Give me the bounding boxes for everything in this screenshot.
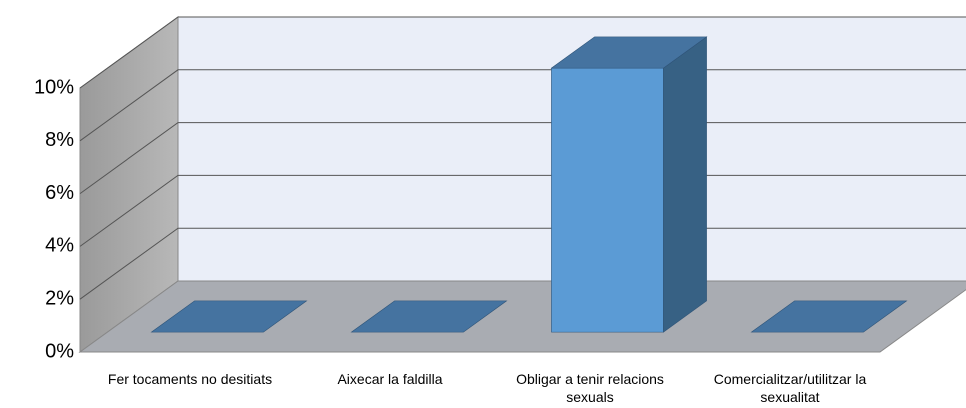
- bar-top: [350, 300, 508, 333]
- bar-top: [150, 300, 308, 333]
- bar-top: [750, 300, 908, 333]
- y-tick-label: 6%: [45, 182, 74, 204]
- grid-line: [79, 69, 966, 142]
- y-tick-label: 0%: [45, 340, 74, 362]
- grid-line: [79, 174, 966, 247]
- floor: [78, 280, 966, 353]
- x-tick-label: Obligar a tenir relacions sexuals: [516, 371, 664, 405]
- x-tick-label: Aixecar la faldilla: [337, 371, 443, 387]
- y-tick-label: 4%: [45, 235, 74, 257]
- x-tick-label: Comercialitzar/utilitzar la sexualitat: [713, 371, 867, 405]
- bar: [350, 300, 508, 333]
- bar: [550, 36, 708, 333]
- grid-line: [79, 16, 966, 89]
- x-tick-label: Fer tocaments no desitiats: [107, 371, 273, 387]
- bar-side: [663, 36, 707, 333]
- bar: [150, 300, 308, 333]
- bar-top: [550, 36, 708, 69]
- y-tick-label: 8%: [45, 129, 74, 151]
- y-tick-label: 10%: [34, 76, 74, 98]
- grid-line: [79, 122, 966, 195]
- bar-front: [551, 67, 664, 333]
- y-tick-label: 2%: [45, 287, 74, 309]
- grid-line: [79, 227, 966, 300]
- bar: [750, 300, 908, 333]
